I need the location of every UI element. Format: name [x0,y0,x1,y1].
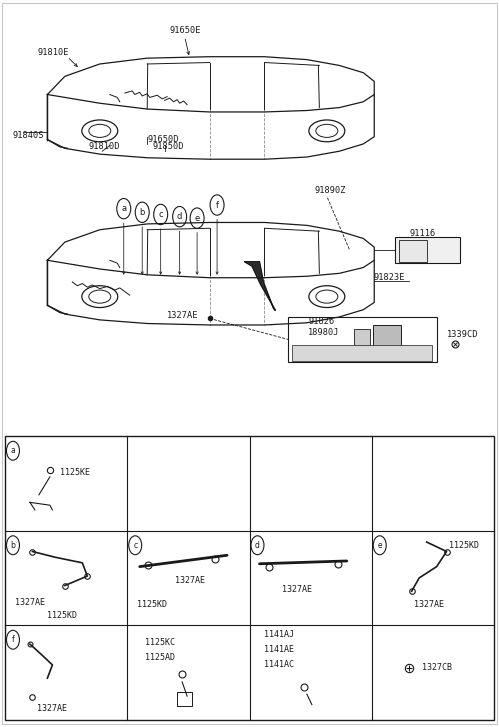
Text: 91826: 91826 [308,317,335,326]
Text: 1141AC: 1141AC [264,660,294,670]
Text: 1125KC: 1125KC [145,638,175,647]
Text: e: e [377,541,382,550]
Text: 1327AE: 1327AE [414,600,444,609]
Text: b: b [10,541,15,550]
Text: 1327CB: 1327CB [422,663,452,672]
Polygon shape [245,262,275,310]
Text: f: f [216,201,219,209]
FancyBboxPatch shape [354,329,370,356]
Text: 91810D: 91810D [89,142,120,151]
Text: e: e [195,214,200,222]
Text: 1141AE: 1141AE [264,646,294,654]
Bar [177,692,192,707]
FancyBboxPatch shape [292,345,432,361]
Text: 91840S: 91840S [12,131,44,140]
Text: 1327AE: 1327AE [282,585,312,594]
Text: 1339CD: 1339CD [447,330,478,339]
Text: 1327AE: 1327AE [167,311,199,320]
FancyBboxPatch shape [399,240,427,262]
Text: b: b [140,208,145,217]
Text: d: d [255,541,260,550]
Text: 1125KE: 1125KE [60,467,90,477]
Text: c: c [133,541,137,550]
Text: d: d [177,212,182,221]
FancyBboxPatch shape [373,325,401,360]
FancyBboxPatch shape [395,237,460,263]
Text: a: a [10,446,15,455]
Text: 1125AD: 1125AD [145,653,175,662]
Text: 91850D: 91850D [152,142,184,151]
Text: f: f [11,635,14,644]
Text: 1327AE: 1327AE [37,704,67,713]
Text: 91823E: 91823E [373,273,405,282]
Text: 91650E: 91650E [170,26,201,35]
Text: 91116: 91116 [409,230,436,238]
Text: 1327AE: 1327AE [175,577,205,585]
Text: 91650D: 91650D [147,135,179,144]
Text: 1125KD: 1125KD [137,600,167,609]
Text: 18980J: 18980J [308,329,340,337]
Text: 1125KD: 1125KD [47,611,77,620]
Text: 1141AJ: 1141AJ [264,630,294,639]
Text: 91810E: 91810E [37,48,69,57]
Text: 1125KD: 1125KD [449,542,479,550]
Text: a: a [121,204,126,213]
Text: 91890Z: 91890Z [314,186,346,195]
Text: 1327AE: 1327AE [15,598,45,607]
Text: c: c [158,210,163,219]
